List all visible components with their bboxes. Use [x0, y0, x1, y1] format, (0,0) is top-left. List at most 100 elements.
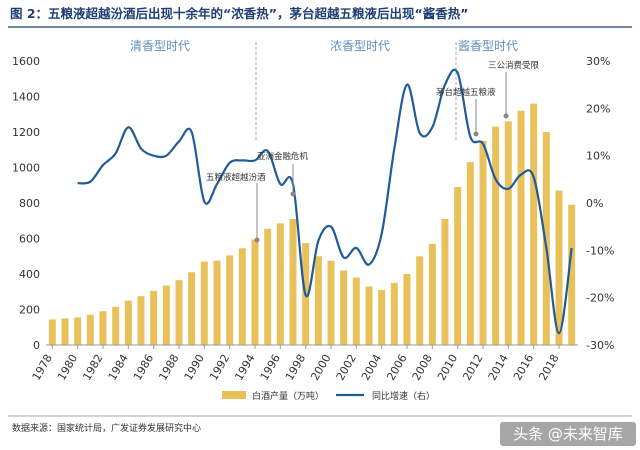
x-axis-ticks: 1978 1980 1982 1984 1986 1988 1990 1992 1994 1996…: [30, 345, 562, 383]
bar-2007: [416, 256, 424, 345]
watermark: 头条 @未来智库: [513, 425, 623, 443]
era-label-qingxiang: 清香型时代: [130, 39, 190, 53]
y-left-tick-label: 1600: [12, 55, 40, 68]
y-right-tick-label: -30%: [586, 339, 614, 352]
y-left-tick-label: 0: [33, 339, 40, 352]
bar-2011: [466, 162, 474, 345]
bar-1987: [162, 285, 170, 345]
legend-bar-swatch: [222, 391, 246, 399]
x-tick-label: 2006: [384, 352, 409, 383]
y-left-tick-label: 200: [19, 304, 40, 317]
x-tick-label: 2002: [334, 352, 359, 383]
annotation-dot-4: [503, 113, 509, 119]
annotation-maotai-over-wly: 茅台超越五粮液: [436, 87, 496, 98]
bar-2015: [517, 110, 525, 345]
bar-2014: [504, 121, 512, 345]
x-tick-label: 2014: [486, 352, 511, 383]
x-tick-label: 2016: [511, 352, 536, 383]
x-tick-label: 2012: [460, 352, 485, 383]
bar-1990: [200, 261, 208, 345]
bar-2001: [340, 270, 348, 345]
bar-1978: [48, 319, 56, 345]
x-tick-label: 1992: [207, 352, 232, 383]
y-left-tick-label: 1400: [12, 91, 40, 104]
bar-2003: [365, 286, 373, 345]
annotation-sangong-limit: 三公消费受限: [488, 60, 540, 71]
annotation-dot-2: [290, 191, 296, 197]
x-tick-label: 2004: [359, 352, 384, 383]
bar-1985: [137, 296, 145, 345]
era-label-nongxiang: 浓香型时代: [330, 39, 390, 53]
annotation-dot-3: [473, 131, 479, 137]
y-right-tick-label: -10%: [586, 244, 614, 257]
bar-1995: [264, 228, 272, 345]
x-tick-label: 1996: [258, 352, 283, 383]
bar-2005: [390, 282, 398, 345]
bar-1992: [226, 255, 234, 345]
x-tick-label: 1978: [30, 352, 55, 383]
era-label-jiangxiang: 酱香型时代: [458, 38, 518, 53]
legend-line-label: 同比增速（右）: [372, 390, 435, 402]
bar-1980: [74, 317, 82, 345]
y-right-tick-label: 10%: [586, 150, 610, 163]
bar-2008: [428, 243, 436, 345]
y-right-tick-label: 30%: [586, 55, 610, 68]
annotation-asian-crisis: 亚洲金融危机: [257, 151, 309, 162]
bar-2019: [568, 204, 576, 345]
bar-1989: [188, 272, 196, 345]
y-left-tick-label: 800: [19, 197, 40, 210]
bar-1984: [124, 300, 132, 345]
bar-1991: [213, 260, 221, 345]
source-note: 数据来源：国家统计局，广发证券发展研究中心: [12, 422, 201, 434]
x-tick-label: 2008: [410, 352, 435, 383]
bar-2006: [403, 274, 411, 345]
y-left-tick-label: 1200: [12, 126, 40, 139]
y-left-tick-label: 1000: [12, 162, 40, 175]
y-left-tick-label: 400: [19, 268, 40, 281]
x-tick-label: 1990: [182, 352, 207, 383]
bar-2016: [530, 103, 538, 345]
bar-2000: [327, 260, 335, 345]
bar-2010: [454, 187, 462, 345]
y-axis-right: 30% 20% 10% 0% -10% -20% -30%: [586, 55, 614, 352]
x-tick-label: 1994: [232, 352, 257, 383]
bar-1988: [175, 280, 183, 345]
y-right-tick-label: 0%: [586, 197, 603, 210]
bar-1981: [86, 314, 94, 345]
bar-2013: [492, 126, 500, 345]
watermark-bg: [500, 422, 636, 446]
growth-line: [77, 68, 573, 335]
bar-1982: [99, 311, 107, 345]
x-tick-label: 2010: [435, 352, 460, 383]
x-tick-label: 2018: [536, 352, 561, 383]
bar-1997: [289, 218, 297, 345]
x-tick-label: 1982: [80, 352, 105, 383]
bar-2012: [479, 140, 487, 345]
bar-2009: [441, 218, 449, 345]
y-left-tick-label: 600: [19, 233, 40, 246]
bar-1994: [251, 239, 259, 345]
y-right-tick-label: 20%: [586, 102, 610, 115]
bar-2004: [378, 289, 386, 345]
x-tick-label: 1980: [55, 352, 80, 383]
x-tick-label: 2000: [308, 352, 333, 383]
chart-title: 图 2：五粮液超越汾酒后出现十余年的“浓香热”，茅台超越五粮液后出现“酱香热”: [10, 6, 468, 21]
x-tick-label: 1998: [283, 352, 308, 383]
bar-2017: [542, 132, 550, 345]
x-tick-label: 1984: [106, 352, 131, 383]
x-tick-label: 1986: [131, 352, 156, 383]
bar-1983: [112, 306, 120, 345]
annotation-dot-1: [254, 237, 260, 243]
bar-1996: [276, 223, 284, 345]
bar-2002: [352, 277, 360, 345]
annotation-wly-over-fenjiu: 五粮液超越汾酒: [206, 172, 266, 183]
bar-1979: [61, 318, 69, 345]
bar-1986: [150, 290, 158, 345]
bar-series: [48, 103, 576, 345]
legend-bar-label: 白酒产量（万吨）: [252, 390, 324, 402]
y-axis-left: 0 200 400 600 800 1000 1200 1400 1600: [12, 55, 40, 352]
y-right-tick-label: -20%: [586, 292, 614, 305]
bar-2018: [555, 190, 563, 345]
x-tick-label: 1988: [156, 352, 181, 383]
